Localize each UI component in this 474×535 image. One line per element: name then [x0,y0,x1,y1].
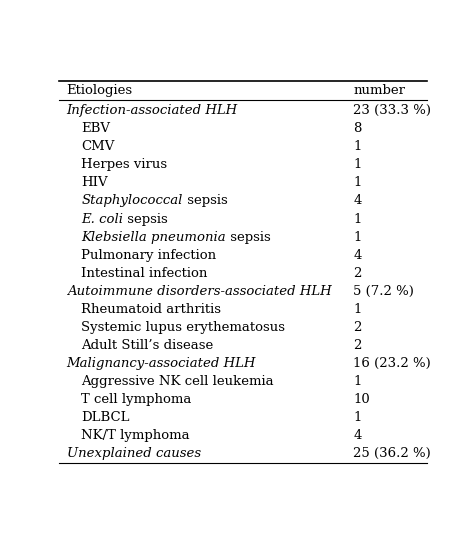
Text: 1: 1 [353,374,362,387]
Text: 1: 1 [353,303,362,316]
Text: 1: 1 [353,231,362,243]
Text: sepsis: sepsis [226,231,271,243]
Text: sepsis: sepsis [182,195,228,208]
Text: 25 (36.2 %): 25 (36.2 %) [353,447,431,460]
Text: Rheumatoid arthritis: Rheumatoid arthritis [82,303,221,316]
Text: Aggressive NK cell leukemia: Aggressive NK cell leukemia [82,374,274,387]
Text: T cell lymphoma: T cell lymphoma [82,393,191,406]
Text: 4: 4 [353,195,362,208]
Text: Etiologies: Etiologies [66,84,133,97]
Text: Herpes virus: Herpes virus [82,158,167,172]
Text: 5 (7.2 %): 5 (7.2 %) [353,285,414,297]
Text: 1: 1 [353,158,362,172]
Text: 4: 4 [353,249,362,262]
Text: Adult Still’s disease: Adult Still’s disease [82,339,214,351]
Text: 8: 8 [353,123,362,135]
Text: Pulmonary infection: Pulmonary infection [82,249,217,262]
Text: E. coli: E. coli [82,212,123,225]
Text: 1: 1 [353,411,362,424]
Text: CMV: CMV [82,141,115,154]
Text: 16 (23.2 %): 16 (23.2 %) [353,357,431,370]
Text: 2: 2 [353,320,362,333]
Text: 1: 1 [353,177,362,189]
Text: EBV: EBV [82,123,110,135]
Text: Autoimmune disorders-associated HLH: Autoimmune disorders-associated HLH [66,285,331,297]
Text: 2: 2 [353,266,362,279]
Text: Klebsiella pneumonia: Klebsiella pneumonia [82,231,226,243]
Text: 10: 10 [353,393,370,406]
Text: 1: 1 [353,141,362,154]
Text: Systemic lupus erythematosus: Systemic lupus erythematosus [82,320,285,333]
Text: Infection-associated HLH: Infection-associated HLH [66,104,238,118]
Text: Staphylococcal: Staphylococcal [82,195,182,208]
Text: sepsis: sepsis [123,212,168,225]
Text: 2: 2 [353,339,362,351]
Text: number: number [353,84,405,97]
Text: 1: 1 [353,212,362,225]
Text: DLBCL: DLBCL [82,411,130,424]
Text: Malignancy-associated HLH: Malignancy-associated HLH [66,357,256,370]
Text: Unexplained causes: Unexplained causes [66,447,201,460]
Text: HIV: HIV [82,177,108,189]
Text: 4: 4 [353,429,362,441]
Text: 23 (33.3 %): 23 (33.3 %) [353,104,431,118]
Text: NK/T lymphoma: NK/T lymphoma [82,429,190,441]
Text: Intestinal infection: Intestinal infection [82,266,208,279]
